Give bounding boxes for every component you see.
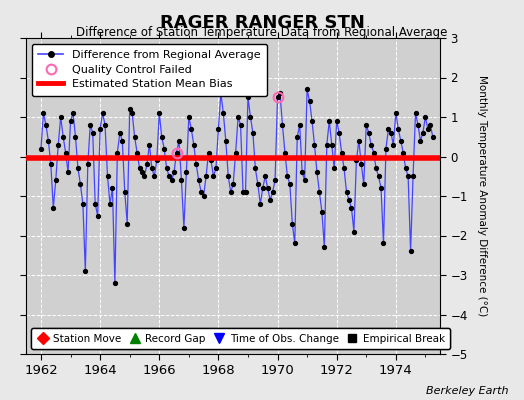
Text: RAGER RANGER STN: RAGER RANGER STN [160, 14, 364, 32]
Difference from Regional Average [112, 280, 118, 285]
Text: Difference of Station Temperature Data from Regional Average: Difference of Station Temperature Data f… [77, 26, 447, 39]
Difference from Regional Average [119, 138, 125, 143]
Difference from Regional Average [294, 134, 300, 139]
Difference from Regional Average [415, 122, 421, 127]
Difference from Regional Average [151, 174, 158, 179]
Difference from Regional Average [363, 122, 369, 127]
Difference from Regional Average [430, 134, 436, 139]
Difference from Regional Average [257, 202, 264, 206]
Text: Berkeley Earth: Berkeley Earth [426, 386, 508, 396]
Difference from Regional Average [304, 87, 310, 92]
Y-axis label: Monthly Temperature Anomaly Difference (°C): Monthly Temperature Anomaly Difference (… [477, 75, 487, 317]
Difference from Regional Average [38, 146, 44, 151]
Line: Difference from Regional Average: Difference from Regional Average [39, 88, 435, 285]
Legend: Station Move, Record Gap, Time of Obs. Change, Empirical Break: Station Move, Record Gap, Time of Obs. C… [31, 328, 450, 349]
